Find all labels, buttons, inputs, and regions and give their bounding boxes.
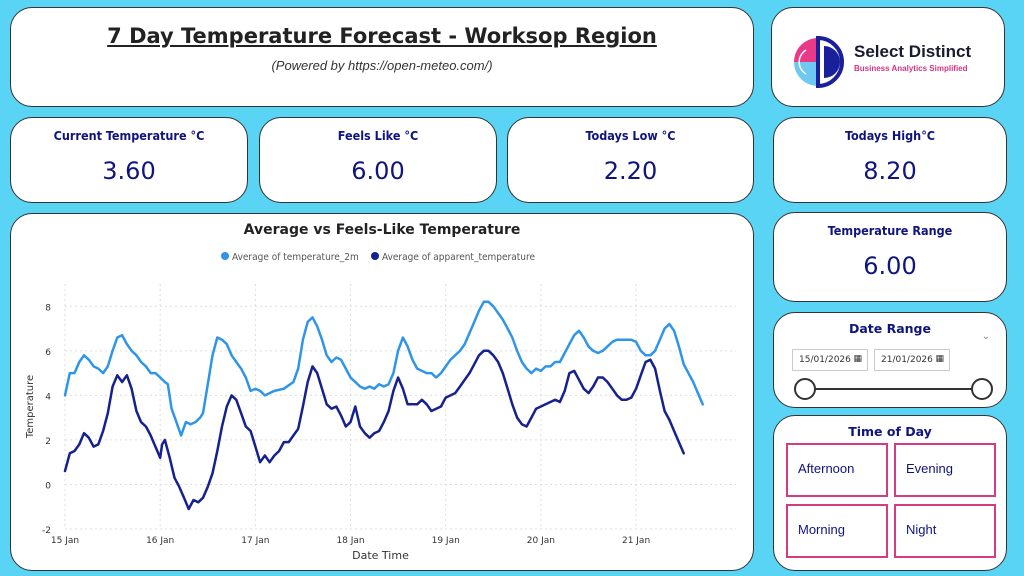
evening-button[interactable]: Evening (894, 443, 996, 497)
y-tick-label: -2 (42, 526, 51, 536)
x-tick-label: 20 Jan (527, 536, 555, 546)
kpi-value: 2.20 (603, 157, 658, 185)
kpi-todays-high: Todays High°C 8.20 (773, 117, 1007, 203)
legend-marker (221, 252, 229, 260)
brand-name: Select Distinct (854, 42, 972, 61)
morning-button[interactable]: Morning (786, 504, 888, 558)
date-slider-track[interactable] (804, 388, 982, 390)
select-distinct-logo-icon (794, 36, 844, 88)
title-card: 7 Day Temperature Forecast - Worksop Reg… (10, 7, 754, 107)
x-tick-label: 17 Jan (241, 536, 269, 546)
date-range-slicer: Date Range ⌄ 15/01/2026 ▦ 21/01/2026 ▦ (773, 312, 1007, 408)
kpi-label: Feels Like °C (337, 128, 419, 143)
logo-card: Select Distinct Business Analytics Simpl… (771, 7, 1005, 107)
kpi-value: 6.00 (351, 157, 405, 185)
kpi-feels-like: Feels Like °C 6.00 (259, 117, 497, 203)
afternoon-button[interactable]: Afternoon (786, 443, 888, 497)
kpi-todays-low: Todays Low °C 2.20 (507, 117, 754, 203)
legend-marker (371, 252, 379, 260)
x-tick-label: 18 Jan (336, 536, 364, 546)
y-tick-label: 2 (45, 437, 51, 447)
y-axis-title: Temperature (25, 375, 36, 439)
end-date-input[interactable]: 21/01/2026 ▦ (874, 349, 950, 371)
kpi-label: Todays Low °C (585, 128, 676, 143)
calendar-icon[interactable]: ▦ (853, 354, 862, 364)
x-tick-label: 21 Jan (622, 536, 650, 546)
x-tick-label: 16 Jan (146, 536, 174, 546)
kpi-value: 6.00 (863, 252, 917, 280)
y-tick-label: 0 (45, 481, 51, 491)
y-tick-label: 4 (45, 392, 51, 402)
series-line (63, 349, 685, 511)
chevron-down-icon[interactable]: ⌄ (981, 331, 990, 342)
start-date-input[interactable]: 15/01/2026 ▦ (792, 349, 868, 371)
date-range-label: Date Range (848, 321, 931, 336)
kpi-temperature-range: Temperature Range 6.00 (773, 212, 1007, 302)
x-tick-label: 19 Jan (432, 536, 460, 546)
start-date-value: 15/01/2026 (799, 355, 851, 365)
kpi-label: Current Temperature °C (53, 128, 205, 143)
temperature-line-chart: -2 0 2 4 6 8 15 Jan 16 Jan 17 Jan 18 Jan 19 Jan 20 … (25, 252, 736, 562)
calendar-icon[interactable]: ▦ (935, 354, 944, 364)
kpi-label: Temperature Range (827, 223, 953, 238)
kpi-value: 3.60 (102, 157, 156, 185)
end-date-value: 21/01/2026 (881, 355, 933, 365)
date-slider-end-handle[interactable] (971, 378, 993, 400)
kpi-current-temperature: Current Temperature °C 3.60 (10, 117, 248, 203)
brand-tagline: Business Analytics Simplified (854, 64, 968, 73)
x-axis-title: Date Time (352, 549, 409, 562)
y-tick-label: 8 (45, 303, 51, 313)
page-title: 7 Day Temperature Forecast - Worksop Reg… (107, 24, 657, 48)
time-of-day-label: Time of Day (848, 424, 932, 439)
x-tick-label: 15 Jan (51, 536, 79, 546)
legend-label: Average of apparent_temperature (382, 252, 535, 263)
page-subtitle: (Powered by https://open-meteo.com/) (271, 58, 493, 73)
kpi-value: 8.20 (863, 157, 917, 185)
temperature-chart-card: Average vs Feels-Like Temperature -2 0 2 4 6… (10, 213, 754, 571)
legend-label: Average of temperature_2m (232, 252, 359, 263)
date-slider-start-handle[interactable] (794, 378, 816, 400)
kpi-label: Todays High°C (844, 128, 936, 143)
night-button[interactable]: Night (894, 504, 996, 558)
chart-title: Average vs Feels-Like Temperature (243, 222, 521, 238)
y-tick-label: 6 (45, 348, 51, 358)
time-of-day-slicer: Time of Day Afternoon Evening Morning Ni… (773, 415, 1007, 571)
series-line (63, 300, 704, 437)
